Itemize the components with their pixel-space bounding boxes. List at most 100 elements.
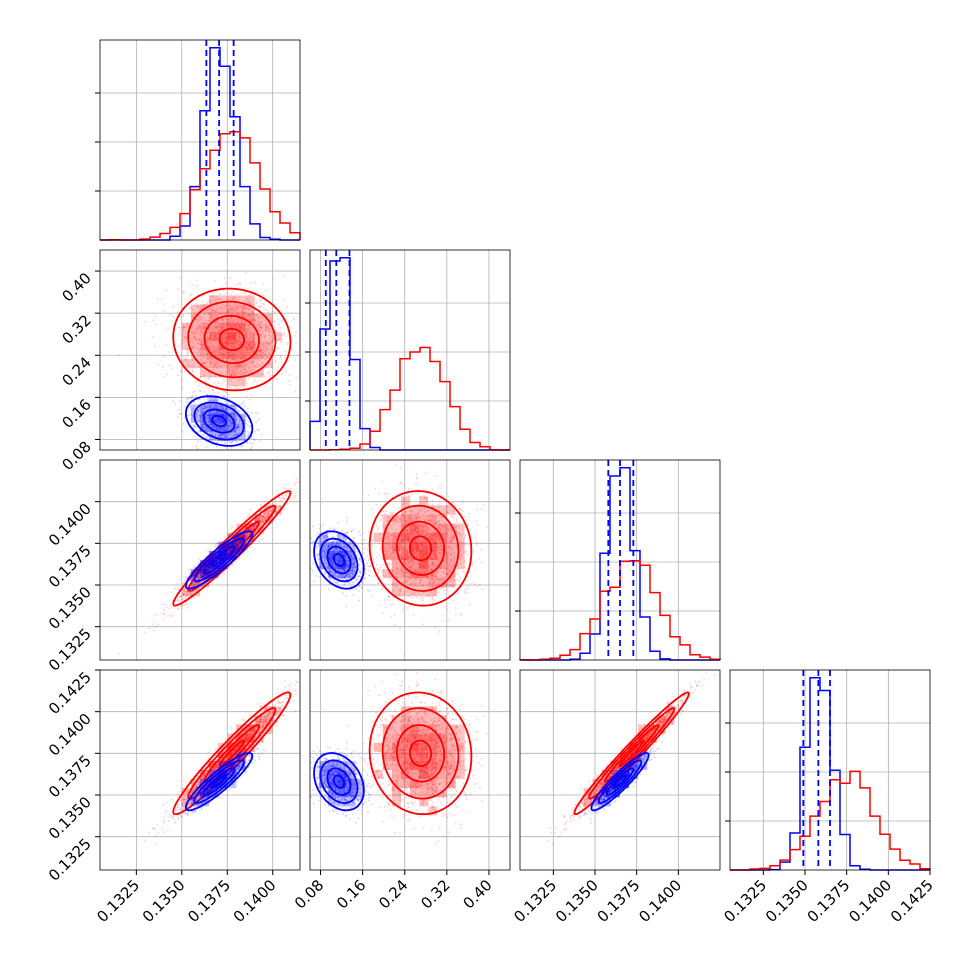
red-sample-point: [228, 363, 231, 366]
red-sample-point: [172, 305, 175, 308]
red-sample-point: [284, 350, 287, 353]
red-sample-point: [300, 482, 302, 484]
blue-sample-point: [207, 414, 210, 416]
blue-sample-point: [203, 398, 206, 401]
blue-sample-point: [199, 416, 202, 419]
red-sample-point: [225, 302, 228, 305]
red-sample-point: [205, 362, 207, 365]
red-sample-point: [264, 334, 267, 337]
red-sample-point: [232, 307, 235, 310]
blue-sample-point: [214, 434, 217, 436]
red-density-cell: [181, 359, 191, 369]
red-sample-point: [203, 327, 205, 330]
red-sample-point: [236, 321, 239, 323]
blue-sample-point: [172, 400, 174, 402]
blue-sample-point: [256, 527, 259, 529]
red-sample-point: [466, 543, 469, 546]
red-sample-point: [248, 313, 251, 316]
red-sample-point: [400, 467, 403, 470]
red-sample-point: [213, 382, 216, 384]
red-sample-point: [203, 322, 206, 324]
red-sample-point: [264, 375, 266, 378]
red-sample-point: [189, 281, 192, 284]
red-sample-point: [199, 317, 202, 320]
blue-sample-point: [189, 405, 192, 407]
red-sample-point: [186, 606, 189, 609]
red-sample-point: [164, 289, 167, 292]
blue-sample-point: [198, 429, 201, 432]
red-sample-point: [244, 305, 246, 308]
red-density-cell: [200, 322, 210, 332]
blue-sample-point: [207, 421, 210, 423]
red-sample-point: [302, 477, 304, 479]
red-sample-point: [263, 336, 266, 339]
red-sample-point: [197, 348, 200, 351]
red-sample-point: [211, 292, 214, 294]
red-sample-point: [180, 291, 183, 294]
red-sample-point: [231, 312, 233, 315]
blue-sample-point: [190, 397, 192, 399]
red-density-cell: [209, 359, 219, 369]
red-sample-point: [251, 318, 253, 321]
blue-sample-point: [244, 430, 246, 433]
blue-sample-point: [247, 432, 250, 435]
red-sample-point: [210, 392, 213, 395]
red-sample-point: [403, 653, 406, 655]
red-sample-point: [234, 304, 236, 307]
red-sample-point: [235, 306, 237, 308]
red-sample-point: [255, 324, 258, 326]
red-sample-point: [239, 282, 241, 284]
red-sample-point: [199, 318, 202, 321]
red-sample-point: [287, 488, 289, 491]
red-sample-point: [260, 345, 262, 348]
red-sample-point: [287, 341, 290, 344]
red-sample-point: [209, 346, 212, 349]
red-sample-point: [201, 326, 203, 328]
red-sample-point: [270, 341, 272, 344]
red-sample-point: [295, 478, 298, 481]
red-density-cell: [254, 350, 264, 360]
red-sample-point: [207, 377, 210, 380]
red-sample-point: [223, 352, 226, 355]
red-sample-point: [190, 294, 193, 297]
red-sample-point: [198, 338, 201, 341]
red-sample-point: [273, 320, 276, 323]
red-sample-point: [176, 346, 179, 348]
red-sample-point: [264, 335, 266, 338]
blue-sample-point: [203, 391, 206, 393]
red-sample-point: [261, 332, 264, 335]
blue-sample-point: [253, 438, 256, 441]
red-sample-point: [195, 299, 198, 301]
blue-sample-point: [231, 434, 234, 437]
blue-sample-point: [231, 422, 234, 425]
blue-sample-point: [180, 605, 183, 608]
red-sample-point: [241, 373, 243, 375]
red-sample-point: [368, 531, 370, 533]
red-sample-point: [162, 603, 164, 606]
red-sample-point: [162, 310, 165, 312]
red-sample-point: [177, 303, 180, 305]
blue-sample-point: [230, 431, 233, 434]
red-sample-point: [250, 508, 253, 511]
blue-sample-point: [237, 424, 239, 426]
red-sample-point: [202, 343, 205, 346]
red-density-cell: [254, 322, 264, 332]
red-density-cell: [218, 350, 228, 360]
blue-sample-point: [193, 401, 196, 404]
red-sample-point: [256, 362, 258, 365]
red-sample-point: [265, 329, 268, 332]
red-sample-point: [251, 336, 254, 338]
blue-sample-point: [230, 413, 233, 416]
red-sample-point: [249, 306, 251, 309]
red-density-cell: [236, 377, 246, 387]
blue-sample-point: [234, 435, 237, 438]
blue-sample-point: [250, 525, 253, 528]
red-sample-point: [209, 311, 212, 314]
blue-sample-point: [196, 420, 199, 423]
red-density-cell: [190, 340, 200, 350]
red-sample-point: [220, 371, 223, 374]
red-sample-point: [266, 356, 268, 358]
red-sample-point: [275, 328, 277, 331]
blue-sample-point: [206, 406, 209, 409]
red-sample-point: [234, 302, 237, 305]
